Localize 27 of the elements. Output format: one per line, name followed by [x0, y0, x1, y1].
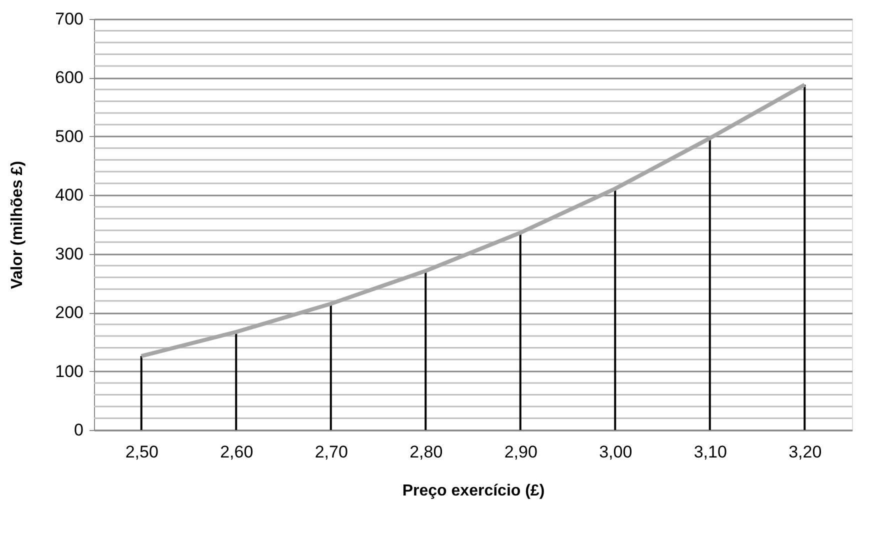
x-tick-label: 3,20 — [788, 442, 822, 462]
x-axis-title: Preço exercício (£) — [402, 482, 545, 500]
bar — [708, 138, 711, 430]
y-axis-title: Valor (milhões £) — [9, 160, 26, 290]
x-tick-label: 2,90 — [504, 442, 538, 462]
y-tick-label: 500 — [55, 126, 84, 146]
bar — [804, 84, 806, 430]
bar — [330, 304, 332, 430]
x-tick-label: 3,00 — [599, 442, 632, 462]
y-tick-label: 700 — [55, 10, 84, 28]
bar — [519, 232, 522, 430]
bar — [140, 356, 142, 430]
y-tick-label: 200 — [55, 303, 84, 322]
y-tick-label: 300 — [55, 244, 84, 264]
y-tick-label: 0 — [74, 420, 84, 440]
line-series — [139, 82, 807, 358]
bar — [614, 188, 616, 430]
x-tick-label: 2,60 — [220, 442, 254, 462]
y-tick-label: 600 — [55, 68, 84, 88]
bar — [424, 270, 427, 430]
x-tick-label: 2,50 — [125, 442, 158, 462]
x-tick-label: 2,80 — [410, 442, 443, 462]
bar — [235, 332, 238, 430]
y-tick-label: 400 — [55, 186, 84, 205]
x-tick-label: 2,70 — [314, 442, 348, 462]
y-tick-label: 100 — [55, 362, 84, 381]
x-tick-label: 3,10 — [694, 442, 727, 462]
